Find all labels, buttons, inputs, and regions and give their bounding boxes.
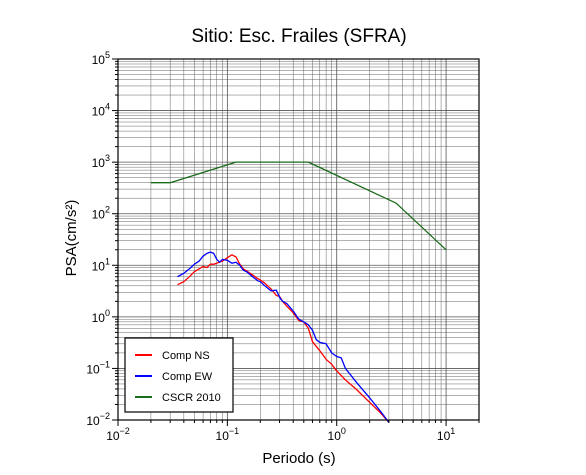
x-tick-labels: 10−2 10−1 100 101 — [106, 426, 455, 443]
y-tick-label: 10−2 — [86, 411, 110, 428]
y-tick-label: 103 — [92, 153, 110, 170]
y-tick-labels: 10−2 10−1 100 101 102 103 104 105 — [86, 50, 110, 428]
y-tick-label: 10−1 — [86, 359, 110, 376]
series-group — [150, 161, 447, 423]
y-tick-label: 105 — [92, 50, 110, 67]
x-tick-label: 100 — [328, 426, 346, 443]
legend-label: Comp NS — [162, 350, 210, 362]
x-tick-label: 10−1 — [216, 426, 240, 443]
x-tick-label: 10−2 — [106, 426, 130, 443]
tick-marks — [112, 58, 480, 426]
chart-title: Sitio: Esc. Frailes (SFRA) — [191, 26, 406, 47]
x-tick-label: 101 — [437, 426, 455, 443]
y-axis-label: PSA(cm/s²) — [63, 200, 80, 277]
legend-label: CSCR 2010 — [162, 392, 221, 404]
y-tick-label: 102 — [92, 205, 110, 222]
series-line-3 — [150, 161, 447, 251]
y-tick-label: 100 — [92, 308, 110, 325]
series-line-1 — [177, 254, 390, 423]
plot-frame — [117, 58, 480, 421]
grid — [117, 58, 480, 421]
series-line-2 — [177, 251, 390, 423]
y-tick-label: 101 — [92, 256, 110, 273]
legend: Comp NS Comp EW CSCR 2010 — [124, 337, 234, 413]
x-axis-label: Periodo (s) — [262, 450, 335, 467]
y-tick-label: 104 — [92, 102, 110, 119]
legend-label: Comp EW — [162, 371, 213, 383]
